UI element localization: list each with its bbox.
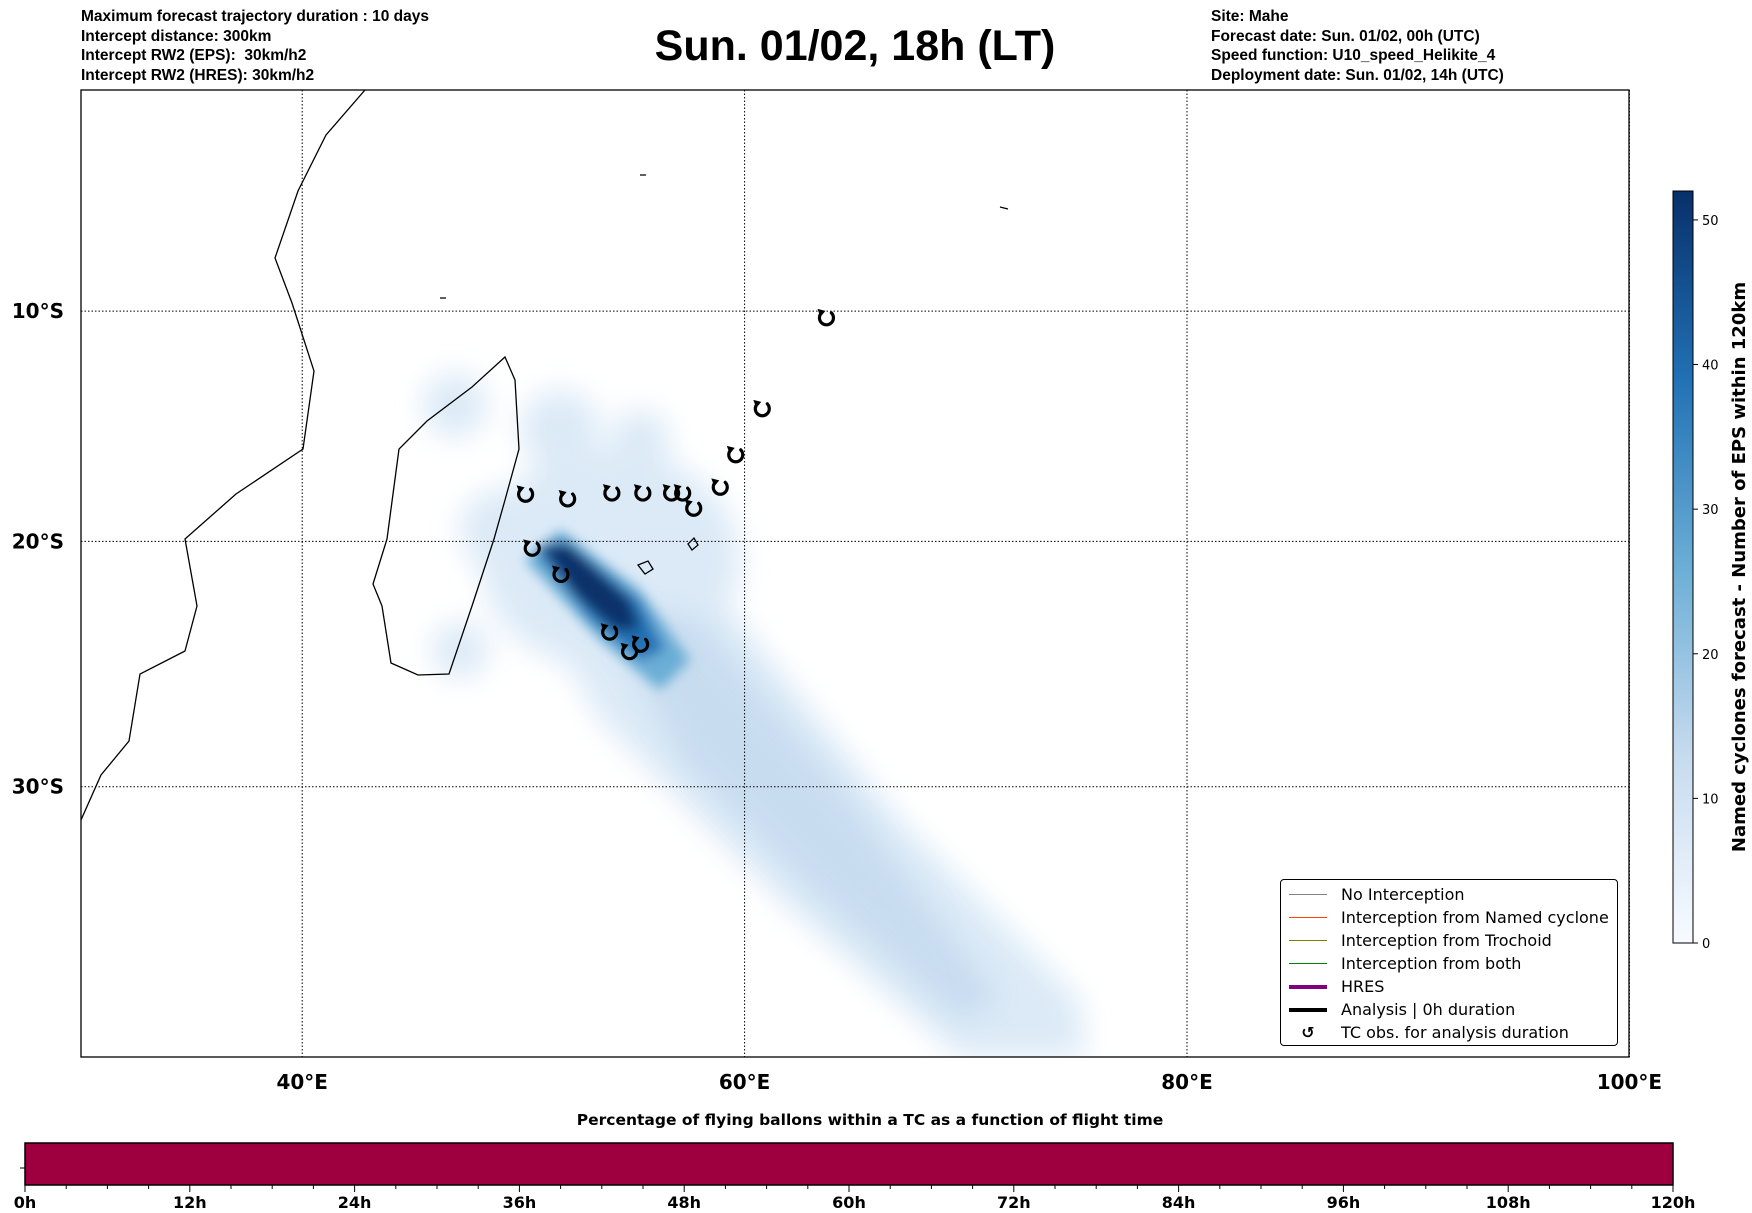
colorbar	[1672, 190, 1694, 944]
legend-label: Interception from Named cyclone	[1341, 908, 1609, 927]
lon-label: 80°E	[1161, 1070, 1213, 1094]
header-distance: Intercept distance: 300km	[81, 27, 272, 45]
colorbar-tick-label: 40	[1702, 359, 1719, 374]
timebar-tick-label: 36h	[503, 1193, 537, 1212]
tc-symbol-icon	[684, 499, 703, 517]
tc-symbol-icon	[523, 539, 541, 557]
timebar-title: Percentage of flying ballons within a TC…	[576, 1111, 1164, 1129]
tc-symbol-icon: ↺	[1301, 1023, 1315, 1042]
colorbar-tick-label: 30	[1702, 503, 1719, 518]
page-title: Sun. 01/02, 18h (LT)	[654, 22, 1056, 70]
timebar-tick-label: 24h	[338, 1193, 372, 1212]
tc-symbol-icon	[662, 484, 681, 502]
colorbar-tick-label: 50	[1702, 214, 1719, 229]
legend-item: Interception from Named cyclone	[1281, 906, 1617, 929]
density-field	[423, 373, 1085, 1057]
colorbar-ticks: 0 10 20 30 40 50	[1693, 214, 1719, 952]
header-rw2-hres: Intercept RW2 (HRES): 30km/h2	[81, 66, 315, 84]
tc-symbol-icon	[516, 485, 535, 503]
header-left: Maximum forecast trajectory duration : 1…	[81, 7, 429, 85]
header-right: Site: Mahe Forecast date: Sun. 01/02, 00…	[1211, 7, 1504, 85]
reunion-coast	[687, 536, 699, 551]
legend-item: ↺ TC obs. for analysis duration	[1281, 1021, 1617, 1044]
tc-symbol-icon	[817, 308, 835, 327]
header-duration: Maximum forecast trajectory duration : 1…	[81, 8, 430, 25]
legend-line-icon	[1289, 917, 1327, 918]
timebar-tick-label: 12h	[173, 1193, 207, 1212]
tc-symbol-icon	[726, 445, 745, 464]
timebar-tick-label: 96h	[1327, 1193, 1361, 1212]
timebar-tick-label: 84h	[1162, 1193, 1196, 1212]
legend-label: Analysis | 0h duration	[1341, 1000, 1516, 1019]
timebar-tick-label: 60h	[832, 1193, 866, 1212]
colorbar-tick-label: 0	[1702, 937, 1710, 952]
timebar-tick-label: 108h	[1486, 1193, 1531, 1212]
timebar-tick-label: 72h	[997, 1193, 1031, 1212]
legend-line-icon	[1289, 940, 1327, 941]
map-frame	[80, 89, 1630, 1058]
header-rw2-eps: Intercept RW2 (EPS): 30km/h2	[81, 47, 307, 64]
timebar	[24, 1142, 1674, 1186]
tc-symbol-icon	[633, 484, 652, 502]
tc-observations	[516, 308, 835, 661]
tc-symbol-icon	[552, 565, 570, 583]
legend-item: No Interception	[1281, 883, 1617, 906]
header-forecast-date: Forecast date: Sun. 01/02, 00h (UTC)	[1211, 27, 1480, 45]
tc-symbol-icon	[753, 399, 771, 418]
legend-line-icon	[1289, 984, 1327, 989]
legend-label: Interception from Trochoid	[1341, 931, 1552, 950]
legend-line-icon	[1289, 963, 1327, 964]
legend-item: Analysis | 0h duration	[1281, 998, 1617, 1021]
lon-label: 40°E	[276, 1070, 328, 1094]
legend-label: Interception from both	[1341, 954, 1522, 973]
mauritius-coast	[636, 560, 654, 575]
axis-labels: 40°E 60°E 80°E 100°E 10°S 20°S 30°S	[12, 299, 1662, 1094]
gridlines	[81, 90, 1630, 1057]
tc-symbol-icon	[602, 484, 621, 502]
lon-label: 100°E	[1597, 1070, 1662, 1094]
legend-item: Interception from Trochoid	[1281, 929, 1617, 952]
header-speed-function: Speed function: U10_speed_Helikite_4	[1211, 47, 1496, 64]
header-site: Site: Mahe	[1211, 8, 1289, 25]
tc-symbol-icon	[631, 635, 650, 653]
tc-symbol-icon	[711, 478, 729, 496]
timebar-tick-label: 0h	[14, 1193, 37, 1212]
legend: No Interception Interception from Named c…	[1280, 879, 1618, 1046]
tc-symbol-icon	[600, 623, 619, 641]
timebar-tick-label: 48h	[667, 1193, 701, 1212]
lon-label: 60°E	[719, 1070, 771, 1094]
lat-label: 30°S	[12, 775, 64, 799]
tc-symbol-icon	[558, 490, 577, 508]
colorbar-label: Named cyclones forecast - Number of EPS …	[1729, 282, 1750, 852]
coastlines	[81, 90, 1009, 821]
colorbar-tick-label: 10	[1702, 792, 1719, 807]
legend-label: No Interception	[1341, 885, 1465, 904]
legend-item: HRES	[1281, 975, 1617, 998]
lat-label: 20°S	[12, 529, 64, 553]
legend-label: TC obs. for analysis duration	[1341, 1023, 1569, 1042]
madagascar-coast	[372, 355, 520, 676]
colorbar-tick-label: 20	[1702, 648, 1719, 663]
timebar-ticks: 0h 12h 24h 36h 48h 60h 72h 84h 96h 108h 120h	[14, 1185, 1696, 1212]
timebar-tick-label: 120h	[1651, 1193, 1696, 1212]
legend-label: HRES	[1341, 977, 1385, 996]
header-deployment-date: Deployment date: Sun. 01/02, 14h (UTC)	[1211, 66, 1504, 84]
seychelles-coast	[440, 174, 1009, 299]
tc-symbol-icon	[673, 484, 692, 502]
legend-line-icon	[1289, 1007, 1327, 1012]
lat-label: 10°S	[12, 299, 64, 323]
legend-line-icon	[1289, 894, 1327, 895]
africa-coast	[81, 90, 366, 821]
legend-item: Interception from both	[1281, 952, 1617, 975]
